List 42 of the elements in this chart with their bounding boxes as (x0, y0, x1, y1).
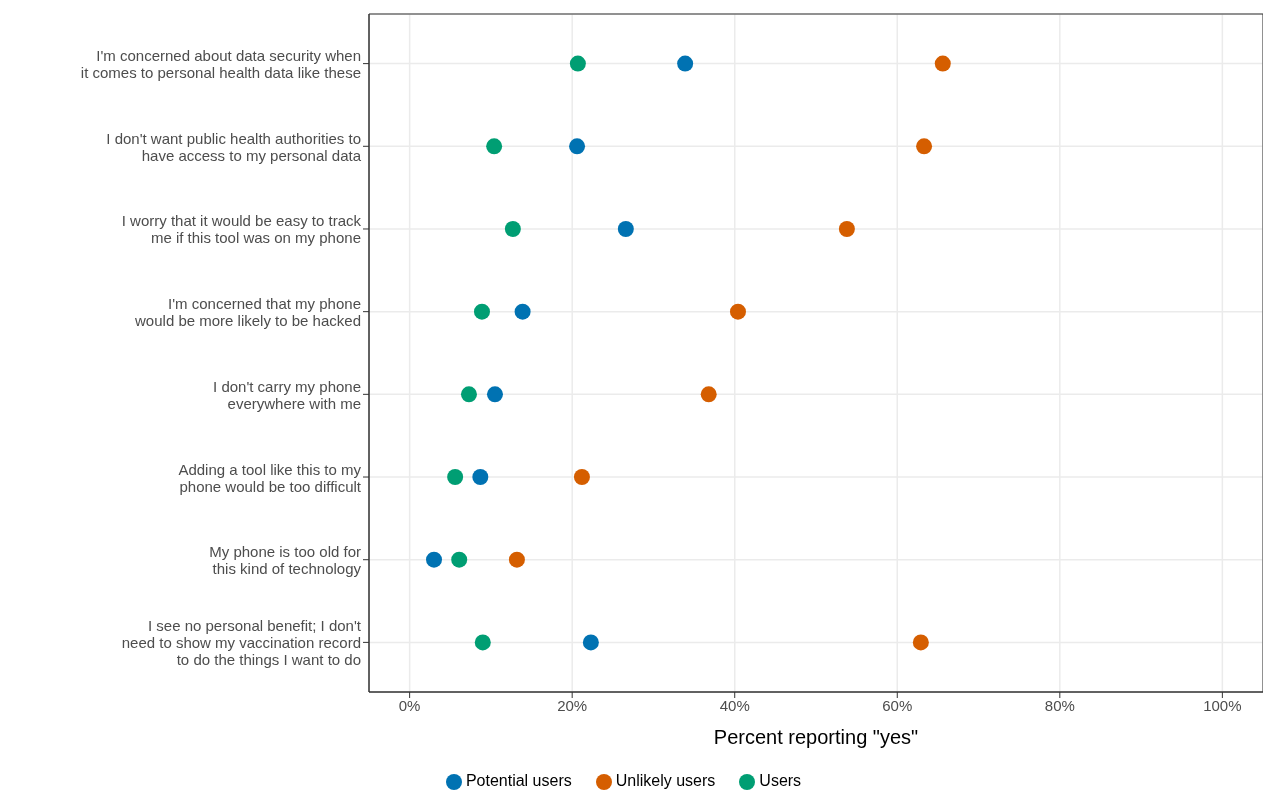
point (934, 55, 951, 72)
legend-label: Users (759, 772, 802, 789)
point (514, 303, 531, 320)
point (569, 55, 586, 72)
y-tick-label: I see no personal benefit; I don't need to show my vaccination record to do the things I want to do (121, 616, 362, 668)
point (700, 386, 717, 403)
y-tick-label: I don't want public health authorities to have access to my personal data (106, 129, 362, 164)
point (426, 551, 443, 568)
y-tick-label: I worry that it would be easy to track me if this tool was on my phone (121, 211, 362, 246)
point (486, 386, 503, 403)
point (451, 551, 468, 568)
point (677, 55, 694, 72)
point (582, 634, 599, 651)
point (473, 303, 490, 320)
legend-label: Potential users (465, 772, 572, 789)
legend-label: Unlikely users (615, 772, 716, 789)
y-tick-label: I'm concerned that my phone would be more likely to be hacked (134, 294, 361, 329)
x-tick-label: 40% (719, 696, 750, 714)
point (729, 303, 746, 320)
point (460, 386, 477, 403)
point (617, 220, 634, 237)
point (916, 138, 933, 155)
x-tick-label: 80% (1044, 696, 1075, 714)
x-tick-label: 60% (882, 696, 913, 714)
point (486, 138, 503, 155)
point (447, 469, 464, 486)
x-tick-label: 20% (557, 696, 588, 714)
x-tick-label: 100% (1203, 696, 1242, 714)
point (504, 220, 521, 237)
point (508, 551, 525, 568)
point (838, 220, 855, 237)
y-tick-label: I don't carry my phone everywhere with me (213, 377, 361, 412)
point (912, 634, 929, 651)
y-tick-label: Adding a tool like this to my phone would be too difficult (178, 460, 362, 495)
y-tick-label: My phone is too old for this kind of technology (209, 542, 362, 577)
point (573, 469, 590, 486)
x-axis-title: Percent reporting "yes" (713, 726, 919, 748)
y-tick-label: I'm concerned about data security when it comes to personal health data like these (80, 46, 361, 81)
point (474, 634, 491, 651)
x-tick-label: 0% (398, 696, 421, 714)
point (569, 138, 586, 155)
point (472, 469, 489, 486)
